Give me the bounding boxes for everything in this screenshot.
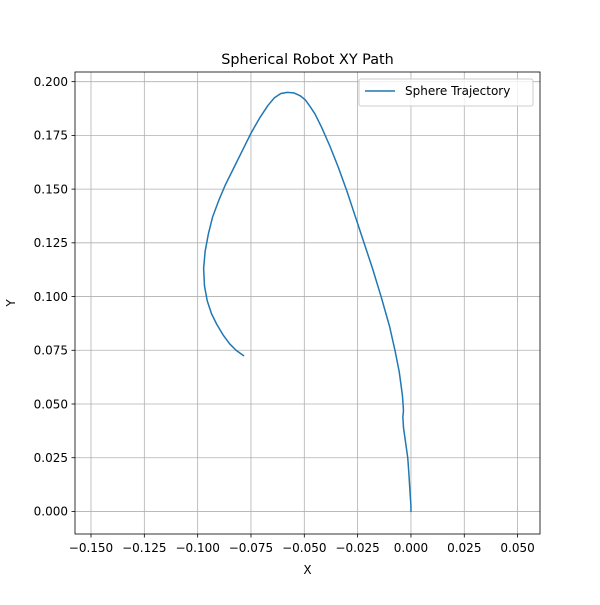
y-tick-label: 0.150 [34, 182, 68, 196]
x-tick-label: −0.050 [282, 541, 326, 555]
legend: Sphere Trajectory [358, 78, 534, 107]
series-layer [202, 91, 412, 513]
plot-area-frame [74, 71, 541, 535]
chart-title: Spherical Robot XY Path [221, 52, 394, 68]
y-tick-label: 0.200 [34, 75, 68, 89]
series-line-sphere-trajectory [202, 91, 412, 513]
x-tick-label: −0.100 [175, 541, 219, 555]
y-tick-label: 0.175 [34, 129, 68, 143]
y-tick-label: 0.100 [34, 290, 68, 304]
x-tick-label: −0.125 [122, 541, 166, 555]
legend-label: Sphere Trajectory [405, 84, 510, 98]
x-tick-label: 0.050 [500, 541, 534, 555]
x-tick-label: 0.025 [447, 541, 481, 555]
y-tick-label: 0.125 [34, 236, 68, 250]
y-tick-label: 0.050 [34, 397, 68, 411]
y-tick-label: 0.075 [34, 344, 68, 358]
x-tick-label: 0.000 [394, 541, 428, 555]
legend-box [358, 78, 534, 107]
x-axis-label: X [303, 563, 311, 577]
y-axis-label: Y [4, 299, 18, 308]
y-tick-label: 0.000 [34, 505, 68, 519]
y-tick-label: 0.025 [34, 451, 68, 465]
grid [75, 72, 540, 534]
x-tick-label: −0.150 [69, 541, 113, 555]
ticks: −0.150 −0.125 −0.100 −0.075 −0.050 −0.025 0.00… [34, 75, 535, 555]
x-tick-label: −0.075 [229, 541, 273, 555]
x-tick-label: −0.025 [335, 541, 379, 555]
